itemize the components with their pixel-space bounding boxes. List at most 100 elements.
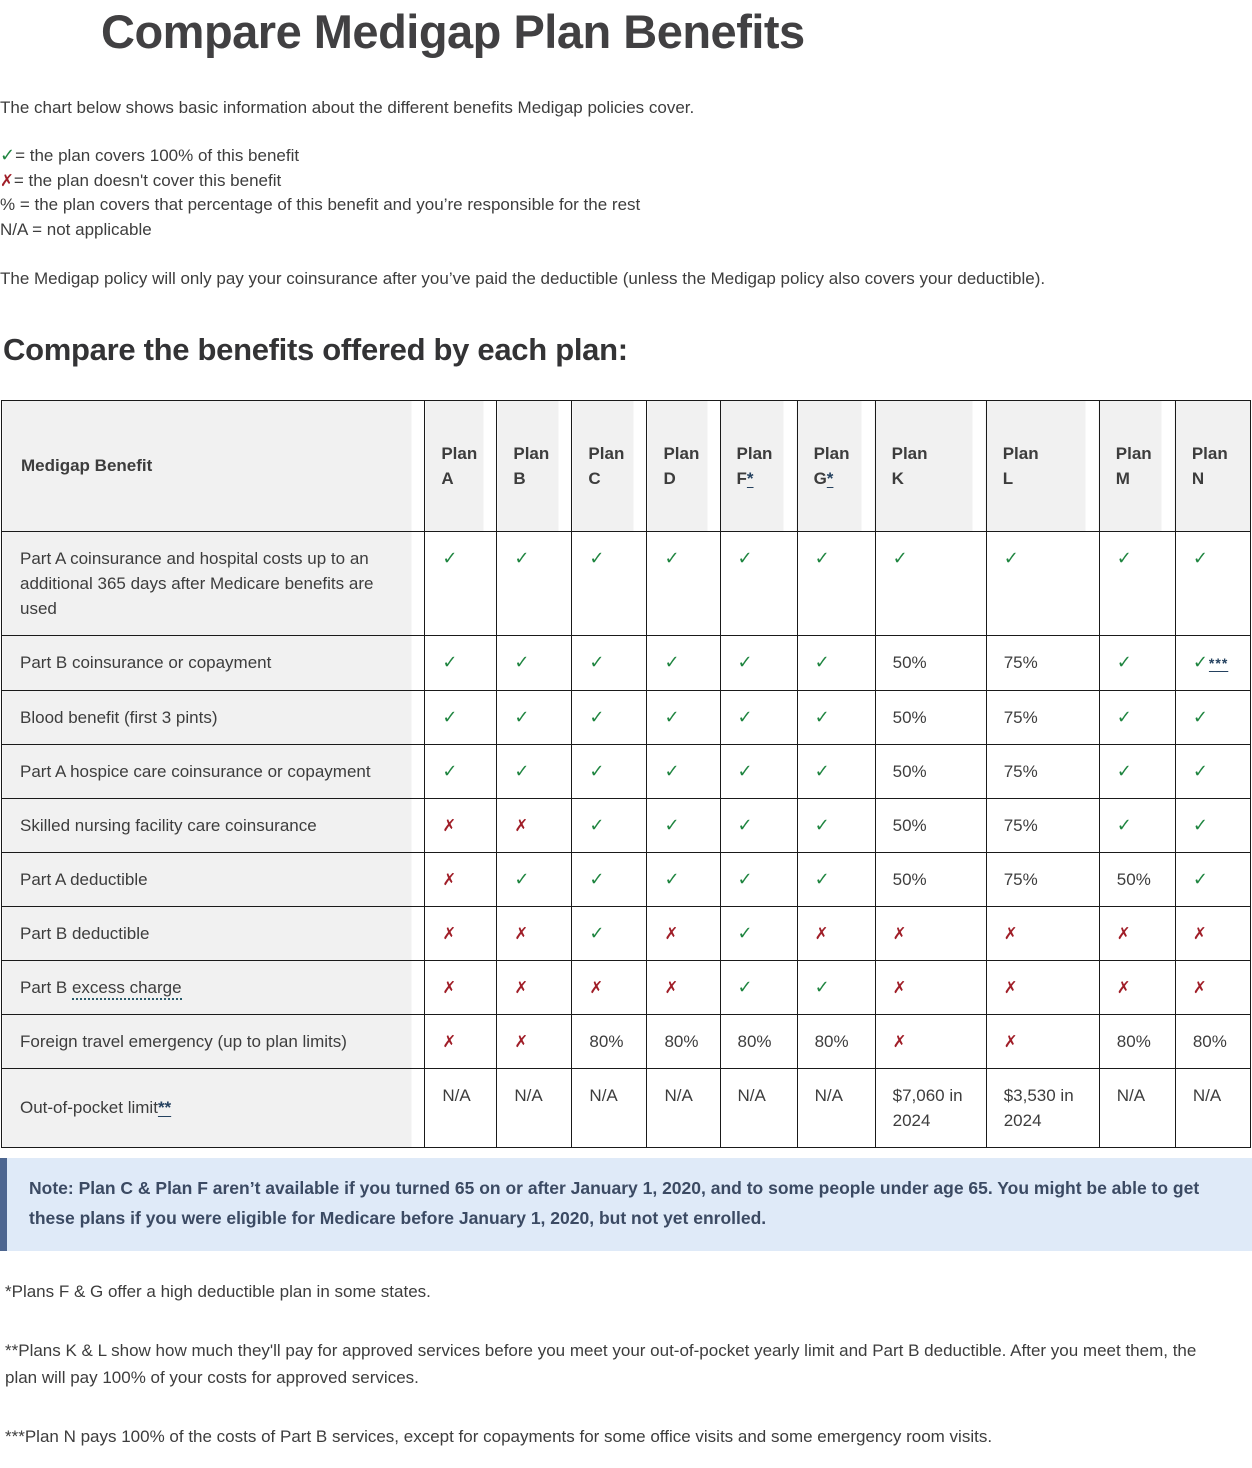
plan-letter: M (1116, 466, 1169, 491)
cell-value: N/A (1116, 1085, 1146, 1105)
benefit-cell: ✓ (719, 851, 798, 907)
intro-text: The chart below shows basic information … (0, 97, 695, 117)
cell-value: 75% (1003, 869, 1038, 889)
benefit-cell: 50% (1098, 851, 1176, 907)
x-icon: ✗ (1003, 977, 1018, 997)
cell-value: 50% (892, 761, 927, 781)
benefit-cell: 80% (719, 1013, 798, 1069)
check-icon: ✓ (442, 706, 458, 728)
check-icon: ✓ (814, 706, 830, 728)
benefit-cell: 75% (985, 851, 1100, 907)
benefit-cell: 80% (571, 1013, 647, 1069)
benefit-cell: ✓ (1174, 530, 1251, 636)
table-header-row: Medigap Benefit Plan A Plan B Plan C Plan D Plan F… (1, 399, 1251, 532)
benefit-cell: ✓ (1098, 530, 1176, 636)
benefit-cell: ✓ (424, 689, 497, 745)
cell-value: $3,530 in 2024 (1003, 1085, 1074, 1130)
check-icon: ✓ (664, 547, 680, 569)
benefit-cell: N/A (719, 1067, 798, 1148)
check-icon: ✓ (1116, 547, 1132, 569)
benefit-cell: N/A (1174, 1067, 1251, 1148)
benefit-cell: ✓ (1174, 797, 1251, 853)
benefit-cell: ✓ (719, 905, 798, 961)
benefit-cell: N/A (424, 1067, 497, 1148)
check-icon: ✓ (814, 976, 830, 998)
benefit-cell: N/A (1098, 1067, 1176, 1148)
benefit-cell: ✗ (424, 905, 497, 961)
availability-note: Note: Plan C & Plan F aren’t available i… (0, 1157, 1252, 1252)
x-icon: ✗ (1003, 1031, 1018, 1051)
plan-letter-text: L (1002, 468, 1014, 488)
plan-word: Plan (891, 443, 928, 463)
table-row: Part A coinsurance and hospital costs up… (1, 530, 1251, 636)
plan-column-header-l: Plan L (985, 399, 1100, 532)
plan-g-footnote-link[interactable]: * (826, 468, 834, 488)
legend-item-text: N/A = not applicable (0, 219, 152, 239)
x-icon: ✗ (892, 923, 907, 943)
x-icon: ✗ (442, 869, 457, 889)
benefit-cell: ✓ (496, 851, 572, 907)
cell-value: 80% (1192, 1031, 1227, 1051)
check-icon: ✓ (814, 814, 830, 836)
check-icon: ✓ (1003, 547, 1019, 569)
plan-f-footnote-link[interactable]: * (746, 468, 754, 488)
plan-letter: G* (814, 466, 869, 491)
check-icon: ✓ (442, 760, 458, 782)
check-icon: ✓ (589, 922, 605, 944)
plan-column-header-k: Plan K (874, 399, 987, 532)
benefit-cell: ✓ (874, 530, 987, 636)
benefit-cell: 50% (874, 689, 987, 745)
benefit-cell: ✓*** (1174, 634, 1251, 691)
plan-n-footnote-link[interactable]: *** (1208, 654, 1229, 671)
benefit-cell: ✓ (571, 851, 647, 907)
benefit-cell: 80% (646, 1013, 721, 1069)
cell-value: 80% (1116, 1031, 1151, 1051)
x-icon: ✗ (1003, 923, 1018, 943)
plan-letter-text: A (441, 468, 454, 488)
x-icon: ✗ (892, 977, 907, 997)
x-icon: ✗ (514, 923, 529, 943)
benefit-cell: ✗ (424, 797, 497, 853)
benefit-label: Part A coinsurance and hospital costs up… (1, 530, 425, 636)
benefit-cell: ✓ (646, 797, 721, 853)
check-icon: ✓ (664, 760, 680, 782)
check-icon: ✓ (664, 868, 680, 890)
check-icon: ✓ (737, 547, 753, 569)
glossary-term[interactable]: excess charge (71, 977, 182, 1000)
plan-letter-text: K (891, 468, 904, 488)
benefit-cell: ✗ (496, 905, 572, 961)
benefit-cell: ✓ (571, 634, 647, 691)
benefit-label: Part B coinsurance or copayment (1, 634, 425, 691)
check-icon: ✓ (664, 651, 680, 673)
footnotes: *Plans F & G offer a high deductible pla… (5, 1279, 1212, 1450)
plan-letter-text: G (813, 468, 827, 488)
plan-column-header-a: Plan A (424, 399, 497, 532)
check-icon: ✓ (664, 814, 680, 836)
deductible-note: The Medigap policy will only pay your co… (0, 269, 1046, 289)
benefit-cell: ✓ (496, 634, 572, 691)
benefit-cell: ✓ (646, 851, 721, 907)
benefit-cell: 80% (1098, 1013, 1176, 1069)
cell-value: 75% (1003, 761, 1038, 781)
plan-letter: C (588, 466, 640, 491)
benefit-cell: ✓ (571, 905, 647, 961)
plan-column-header-m: Plan M (1098, 399, 1176, 532)
benefit-label: Part A hospice care coinsurance or copay… (1, 743, 425, 799)
benefit-cell: ✓ (424, 530, 497, 636)
check-icon: ✓ (892, 547, 908, 569)
x-icon: ✗ (1192, 923, 1207, 943)
check-icon: ✓ (1116, 651, 1132, 673)
benefit-cell: ✓ (1174, 851, 1251, 907)
x-icon: ✗ (664, 923, 679, 943)
page-title: Compare Medigap Plan Benefits (101, 5, 805, 58)
check-icon: ✓ (589, 547, 605, 569)
benefit-cell: ✗ (571, 959, 647, 1015)
benefit-cell: ✗ (1098, 959, 1176, 1015)
benefit-cell: ✓ (719, 634, 798, 691)
benefit-cell: 75% (985, 797, 1100, 853)
benefit-cell: ✓ (571, 689, 647, 745)
benefit-cell: ✗ (985, 1013, 1100, 1069)
out-of-pocket-footnote-link[interactable]: ** (157, 1098, 172, 1118)
x-icon: ✗ (589, 977, 604, 997)
plan-word: Plan (813, 443, 850, 463)
